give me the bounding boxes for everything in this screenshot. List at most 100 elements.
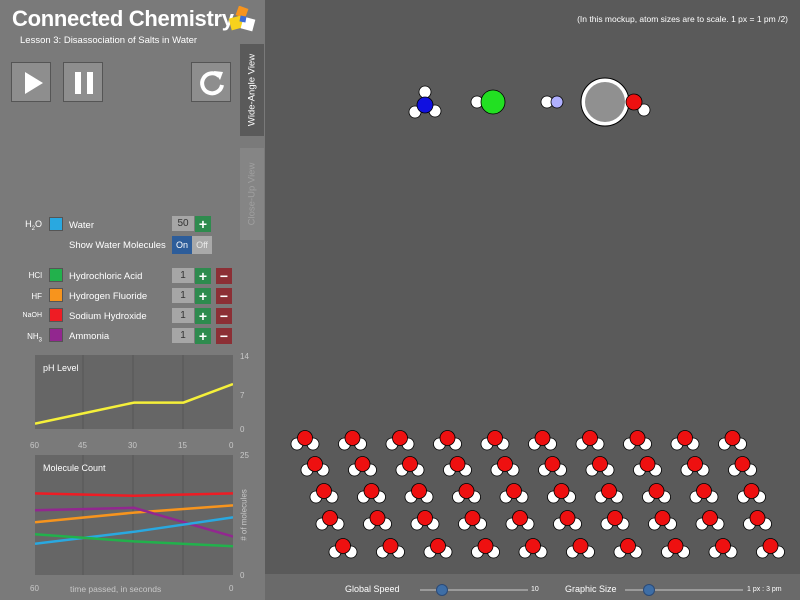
water-molecule	[695, 510, 725, 531]
hcl-label: Hydrochloric Acid	[69, 271, 143, 282]
molecule-count-chart	[35, 455, 233, 575]
water-molecule	[404, 483, 434, 504]
hcl-color-swatch	[49, 268, 63, 282]
water-molecule	[613, 538, 643, 559]
mol-y-tick: 25	[240, 451, 249, 460]
molecules-axis-label: # of molecules	[239, 489, 249, 541]
mol-x-tick: 60	[30, 584, 39, 593]
global-speed-slider[interactable]	[420, 589, 528, 591]
series-line-0	[35, 492, 233, 498]
ph-x-tick: 15	[178, 441, 187, 450]
naoh-label: Sodium Hydroxide	[69, 311, 147, 322]
ph-x-tick: 30	[128, 441, 137, 450]
ammonia-molecule	[408, 85, 442, 119]
water-molecule	[737, 483, 766, 504]
ph-level-chart	[35, 355, 233, 429]
mol-y-tick: 0	[240, 571, 245, 580]
water-molecule	[443, 456, 472, 477]
app-title: Connected Chemistry	[12, 6, 234, 31]
pause-icon	[75, 72, 93, 94]
water-molecule	[363, 510, 392, 531]
time-axis-label: time passed, in seconds	[70, 584, 162, 594]
water-molecule	[623, 430, 652, 451]
molecule-canvas	[290, 77, 785, 559]
global-speed-thumb[interactable]	[435, 584, 448, 596]
tab-close-up-view[interactable]: Close-Up View	[240, 148, 264, 240]
water-molecule	[528, 430, 557, 451]
play-button[interactable]	[11, 62, 51, 102]
series-line-4	[35, 532, 233, 548]
water-molecule	[395, 456, 425, 477]
show-water-off-button[interactable]: Off	[192, 236, 212, 254]
molecule-count-graph: Molecule Count	[35, 455, 233, 575]
show-water-on-button[interactable]: On	[172, 236, 192, 254]
graphic-size-value: 1 px : 3 pm	[747, 586, 782, 593]
water-molecule	[661, 538, 690, 559]
tab-close-up-label: Close-Up View	[246, 162, 258, 226]
water-molecule	[585, 456, 615, 477]
nh3-count: 1	[172, 328, 194, 343]
water-molecule	[728, 456, 757, 477]
series-line-3	[35, 516, 233, 546]
pause-button[interactable]	[63, 62, 103, 102]
series-line-2	[35, 506, 233, 538]
water-molecule	[338, 430, 367, 451]
nh3-color-swatch	[49, 328, 63, 342]
ph-x-tick: 60	[30, 441, 39, 450]
water-molecule	[376, 538, 405, 559]
reset-icon	[200, 71, 224, 96]
graphic-size-label: Graphic Size	[565, 584, 617, 594]
water-molecule	[648, 510, 677, 531]
lesson-subtitle: Lesson 3: Disassociation of Salts in Wat…	[20, 35, 198, 46]
water-molecule	[743, 510, 772, 531]
reset-button[interactable]	[191, 62, 231, 102]
water-molecule	[499, 483, 529, 504]
hf-color-swatch	[49, 288, 63, 302]
water-molecule	[348, 456, 377, 477]
ph-level-graph: pH Level	[35, 355, 233, 429]
naoh-remove-button[interactable]: −	[216, 308, 232, 324]
water-count: 50	[172, 216, 194, 231]
hcl-remove-button[interactable]: −	[216, 268, 232, 284]
ph-graph-title: pH Level	[43, 363, 79, 373]
nh3-remove-button[interactable]: −	[216, 328, 232, 344]
water-molecule	[594, 483, 624, 504]
hf-add-button[interactable]: +	[195, 288, 211, 304]
naoh-color-swatch	[49, 308, 63, 322]
nh3-add-button[interactable]: +	[195, 328, 211, 344]
water-molecule	[600, 510, 630, 531]
water-molecule	[471, 538, 500, 559]
simulation-view[interactable]: (In this mockup, atom sizes are to scale…	[265, 0, 800, 574]
global-speed-label: Global Speed	[345, 584, 400, 594]
hcl-count: 1	[172, 268, 194, 283]
water-molecule	[633, 456, 662, 477]
water-molecule	[300, 456, 330, 477]
water-molecule	[452, 483, 481, 504]
water-color-swatch	[49, 217, 63, 231]
water-molecule	[670, 430, 700, 451]
hydrogen-fluoride-molecule	[540, 95, 564, 109]
sodium-hydroxide-molecule	[580, 77, 651, 127]
water-molecule	[680, 456, 710, 477]
hcl-add-button[interactable]: +	[195, 268, 211, 284]
graphic-size-slider[interactable]	[625, 589, 743, 591]
water-molecule	[480, 430, 510, 451]
water-add-button[interactable]: +	[195, 216, 211, 232]
naoh-count: 1	[172, 308, 194, 323]
nh3-formula: NH3	[27, 332, 42, 344]
hf-formula: HF	[31, 292, 42, 301]
hf-remove-button[interactable]: −	[216, 288, 232, 304]
water-molecule	[718, 430, 747, 451]
tab-wide-angle-view[interactable]: Wide-Angle View	[240, 44, 264, 136]
tab-wide-angle-label: Wide-Angle View	[246, 53, 258, 127]
water-molecule	[708, 538, 738, 559]
hcl-formula: HCl	[28, 271, 42, 280]
water-molecule	[290, 430, 320, 451]
water-molecule	[458, 510, 487, 531]
naoh-add-button[interactable]: +	[195, 308, 211, 324]
graphic-size-thumb[interactable]	[642, 584, 655, 596]
ph-x-tick: 45	[78, 441, 87, 450]
logo-icon	[228, 6, 256, 32]
water-molecule	[642, 483, 671, 504]
water-molecule	[328, 538, 358, 559]
